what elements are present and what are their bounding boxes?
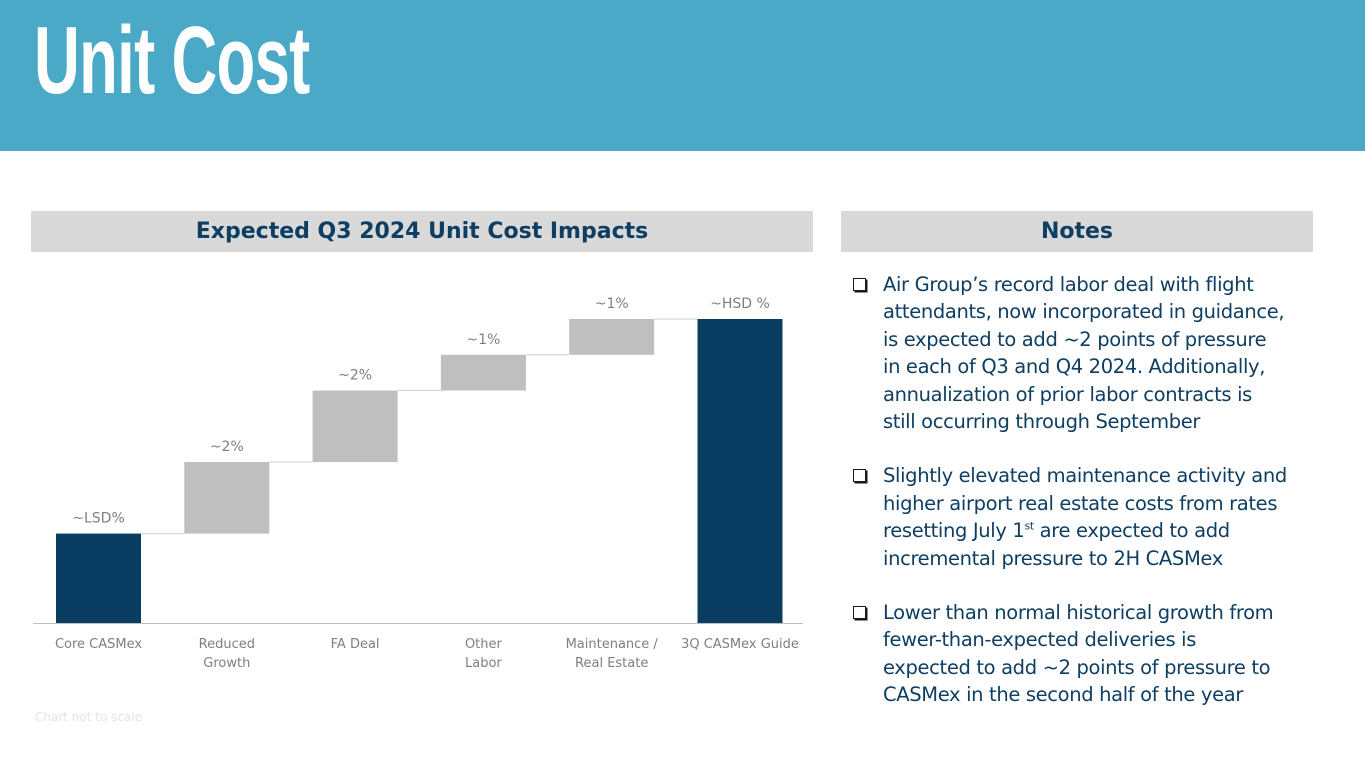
value-label: ~2%: [210, 439, 244, 455]
category-label: Labor: [465, 656, 502, 671]
note-item-maintenance: Slightly elevated maintenance activity a…: [850, 462, 1312, 572]
note-line: CASMex in the second half of the year: [883, 683, 1244, 707]
note-line: Lower than normal historical growth from: [883, 601, 1274, 625]
chart-footnote: Chart not to scale: [35, 710, 143, 724]
checkbox-bullet-icon: [853, 278, 866, 291]
value-label: ~LSD%: [72, 511, 125, 527]
note-line: is expected to add ~2 points of pressure: [883, 327, 1267, 351]
notes-panel-header: Notes: [841, 211, 1313, 252]
note-item-growth: Lower than normal historical growth from…: [850, 599, 1312, 709]
waterfall-chart: ~LSD% ~2% ~2% ~1% ~1% ~HSD % Core CASMex Reduce…: [33, 296, 803, 671]
chart-panel-header: Expected Q3 2024 Unit Cost Impacts: [31, 211, 813, 252]
note-line: Air Group’s record labor deal with fligh…: [883, 273, 1254, 296]
note-text-maintenance: Slightly elevated maintenance activity a…: [883, 462, 1287, 572]
note-line: in each of Q3 and Q4 2024. Additionally,: [883, 355, 1266, 379]
category-label: FA Deal: [331, 637, 380, 652]
header-band: [0, 0, 1365, 151]
category-label: Other: [465, 637, 503, 652]
ordinal-suffix: st: [1024, 519, 1034, 533]
note-line: expected to add ~2 points of pressure to: [883, 655, 1271, 679]
notes-list: Air Group’s record labor deal with fligh…: [850, 271, 1312, 736]
category-label: Real Estate: [575, 656, 648, 671]
bar-5: [697, 319, 783, 623]
checkbox-bullet-icon: [853, 606, 866, 620]
category-label: Growth: [203, 656, 250, 671]
note-line: annualization of prior labor contracts i…: [883, 382, 1252, 406]
note-line: resetting July 1st are expected to add: [883, 517, 1287, 544]
note-line-part: resetting July 1: [883, 519, 1025, 543]
value-label: ~1%: [466, 332, 500, 348]
category-label: Core CASMex: [55, 637, 142, 652]
value-label: ~HSD %: [710, 296, 770, 312]
note-line: higher airport real estate costs from ra…: [883, 491, 1278, 515]
bar-0: [56, 533, 141, 623]
note-item-labor: Air Group’s record labor deal with fligh…: [850, 271, 1312, 435]
note-line-part: are expected to add: [1033, 519, 1230, 543]
note-line: attendants, now incorporated in guidance…: [883, 300, 1285, 324]
note-line: fewer-than-expected deliveries is: [883, 628, 1197, 652]
page-title: Unit Cost: [34, 7, 310, 114]
category-label: 3Q CASMex Guide: [681, 637, 799, 652]
bar-4: [569, 319, 655, 355]
bar-3: [440, 354, 526, 391]
checkbox-bullet-icon: [853, 469, 866, 483]
value-label: ~1%: [595, 296, 629, 312]
category-label: Reduced: [199, 637, 255, 652]
note-line: incremental pressure to 2H CASMex: [883, 546, 1223, 570]
category-label: Maintenance /: [566, 637, 659, 652]
bar-2: [312, 390, 398, 463]
note-text-labor: Air Group’s record labor deal with fligh…: [883, 271, 1285, 435]
value-label: ~2%: [338, 368, 372, 384]
note-line: Slightly elevated maintenance activity a…: [883, 464, 1287, 488]
note-text-growth: Lower than normal historical growth from…: [883, 599, 1274, 709]
note-line: still occurring through September: [883, 410, 1201, 434]
bar-1: [184, 462, 270, 534]
